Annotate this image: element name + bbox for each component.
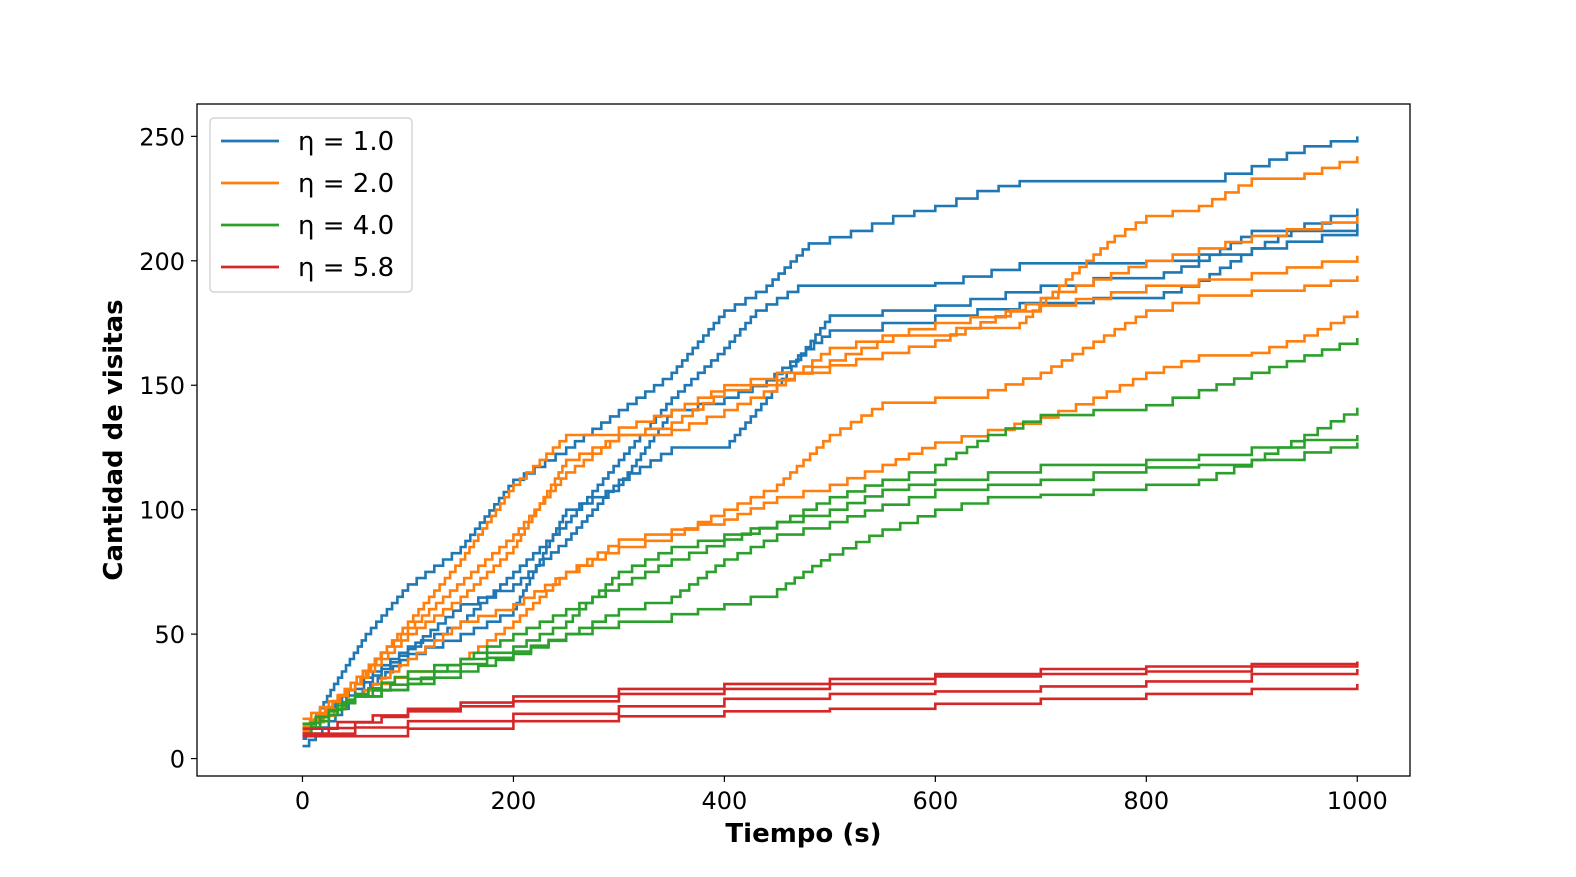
y-tick-label: 250: [139, 123, 185, 151]
series-line: [302, 255, 1359, 728]
series-line: [302, 275, 1359, 735]
legend-label: η = 5.8: [298, 253, 394, 283]
y-axis-label: Cantidad de visitas: [99, 299, 129, 580]
legend-label: η = 1.0: [298, 127, 394, 157]
x-axis-label: Tiempo (s): [725, 819, 881, 849]
series-line: [302, 338, 1359, 735]
y-tick-label: 0: [170, 746, 185, 774]
legend-box: [209, 117, 413, 293]
legend-label: η = 4.0: [298, 211, 394, 241]
plot-frame: [196, 103, 1411, 777]
y-tick-label: 200: [139, 248, 185, 276]
series-line: [302, 669, 1359, 735]
series-line: [302, 228, 1359, 748]
x-axis: 0 200 400 600 800 1000: [295, 776, 1388, 815]
series-line: [302, 442, 1359, 735]
x-tick-label: 1000: [1327, 787, 1388, 815]
series-line: [302, 683, 1359, 738]
y-tick-label: 150: [139, 372, 185, 400]
x-tick-label: 0: [295, 787, 310, 815]
x-tick-label: 400: [701, 787, 747, 815]
y-tick-label: 50: [154, 621, 185, 649]
x-tick-label: 800: [1123, 787, 1169, 815]
series-line: [302, 664, 1359, 735]
series-line: [302, 407, 1359, 725]
series-line: [302, 435, 1359, 730]
legend: η = 1.0 η = 2.0 η = 4.0 η = 5.8: [209, 117, 413, 293]
series-line: [302, 216, 1359, 721]
y-axis: 0 50 100 150 200 250: [139, 123, 197, 774]
series-line: [302, 223, 1359, 730]
x-tick-label: 600: [912, 787, 958, 815]
legend-label: η = 2.0: [298, 169, 394, 199]
series-layer: [302, 136, 1359, 748]
y-tick-label: 100: [139, 497, 185, 525]
x-tick-label: 200: [491, 787, 537, 815]
